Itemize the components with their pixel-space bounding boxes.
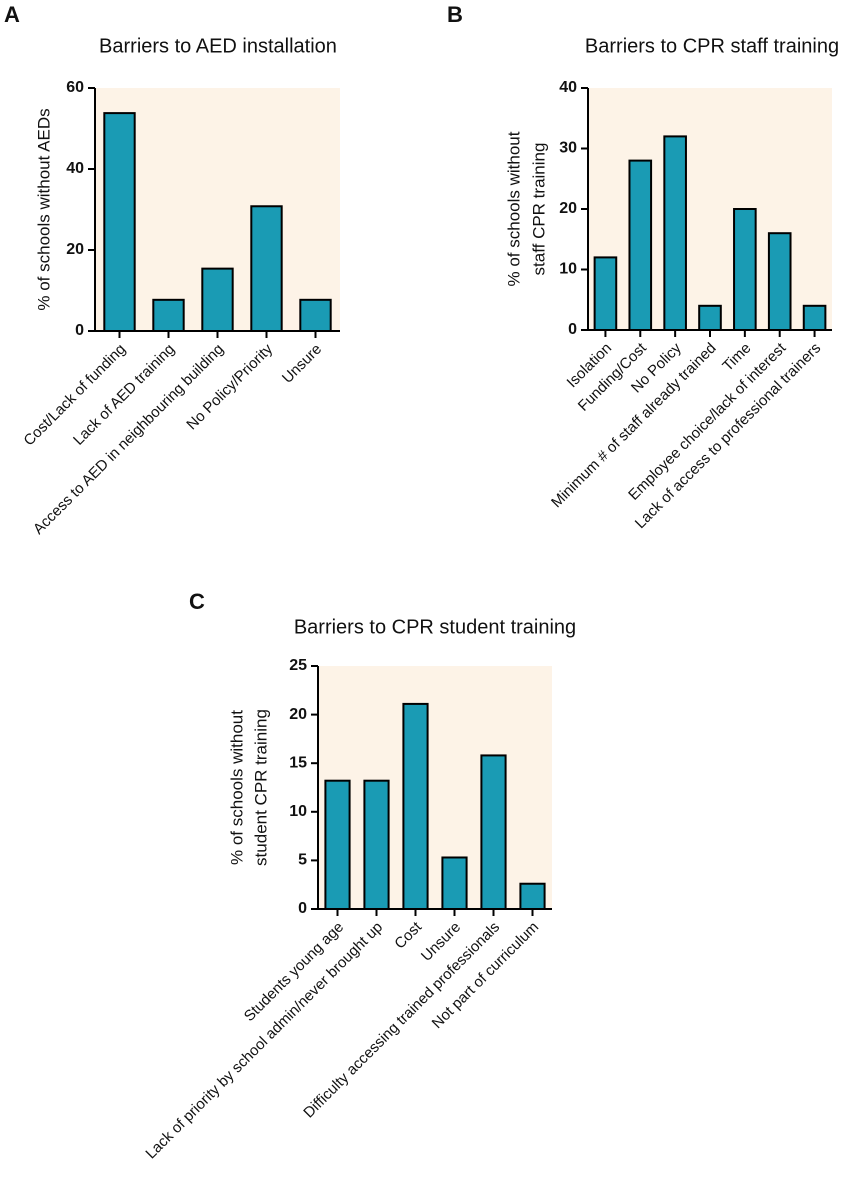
y-axis-label: % of schools without AEDs [34, 108, 53, 310]
y-tick-label: 30 [559, 140, 577, 157]
y-tick-label: 15 [289, 754, 307, 771]
bar [363, 779, 390, 910]
bar [152, 298, 185, 333]
y-tick-label: 0 [75, 322, 84, 339]
bar [663, 135, 687, 331]
bar [802, 304, 827, 331]
bar [103, 112, 136, 332]
chart-title: Barriers to CPR staff training [585, 35, 839, 57]
y-axis-label: % of schools without [227, 710, 246, 865]
y-axis-label: staff CPR training [529, 143, 548, 276]
x-tick-label: Unsure [279, 341, 325, 387]
plot-background [588, 88, 832, 330]
bar [767, 232, 792, 331]
y-tick-label: 10 [289, 803, 307, 820]
bar [519, 882, 546, 911]
y-tick-label: 0 [298, 900, 307, 917]
bar [201, 267, 234, 333]
bar [441, 856, 468, 911]
y-tick-label: 5 [298, 852, 307, 869]
y-tick-label: 20 [66, 241, 84, 258]
y-tick-label: 0 [568, 321, 577, 338]
y-tick-label: 20 [559, 200, 577, 217]
y-tick-label: 40 [66, 160, 84, 177]
y-tick-label: 60 [66, 79, 84, 96]
x-tick-label: Lack of priority by school admin/never b… [142, 919, 386, 1163]
panel-label: C [189, 589, 205, 614]
plot-background [318, 666, 552, 909]
bar [299, 298, 332, 333]
bar [698, 304, 722, 331]
y-axis-label: student CPR training [251, 709, 270, 866]
y-tick-label: 25 [289, 657, 307, 674]
x-tick-label: Cost [391, 918, 425, 952]
panel-label: B [447, 2, 463, 27]
panel-label: A [4, 2, 20, 27]
x-tick-label: Access to AED in neighbouring building [30, 341, 227, 538]
y-tick-label: 40 [559, 79, 577, 96]
y-tick-label: 20 [289, 706, 307, 723]
bar [628, 159, 653, 331]
bar [402, 702, 429, 911]
y-axis-label: % of schools without [504, 131, 523, 286]
chart-title: Barriers to AED installation [99, 35, 337, 57]
bar [324, 779, 351, 910]
y-tick-label: 10 [559, 261, 577, 278]
bar [593, 256, 618, 331]
chart-title: Barriers to CPR student training [294, 616, 576, 638]
bar [250, 205, 283, 332]
bar [480, 754, 507, 911]
bar [733, 208, 757, 331]
x-tick-label: No Policy/Priority [183, 340, 276, 433]
